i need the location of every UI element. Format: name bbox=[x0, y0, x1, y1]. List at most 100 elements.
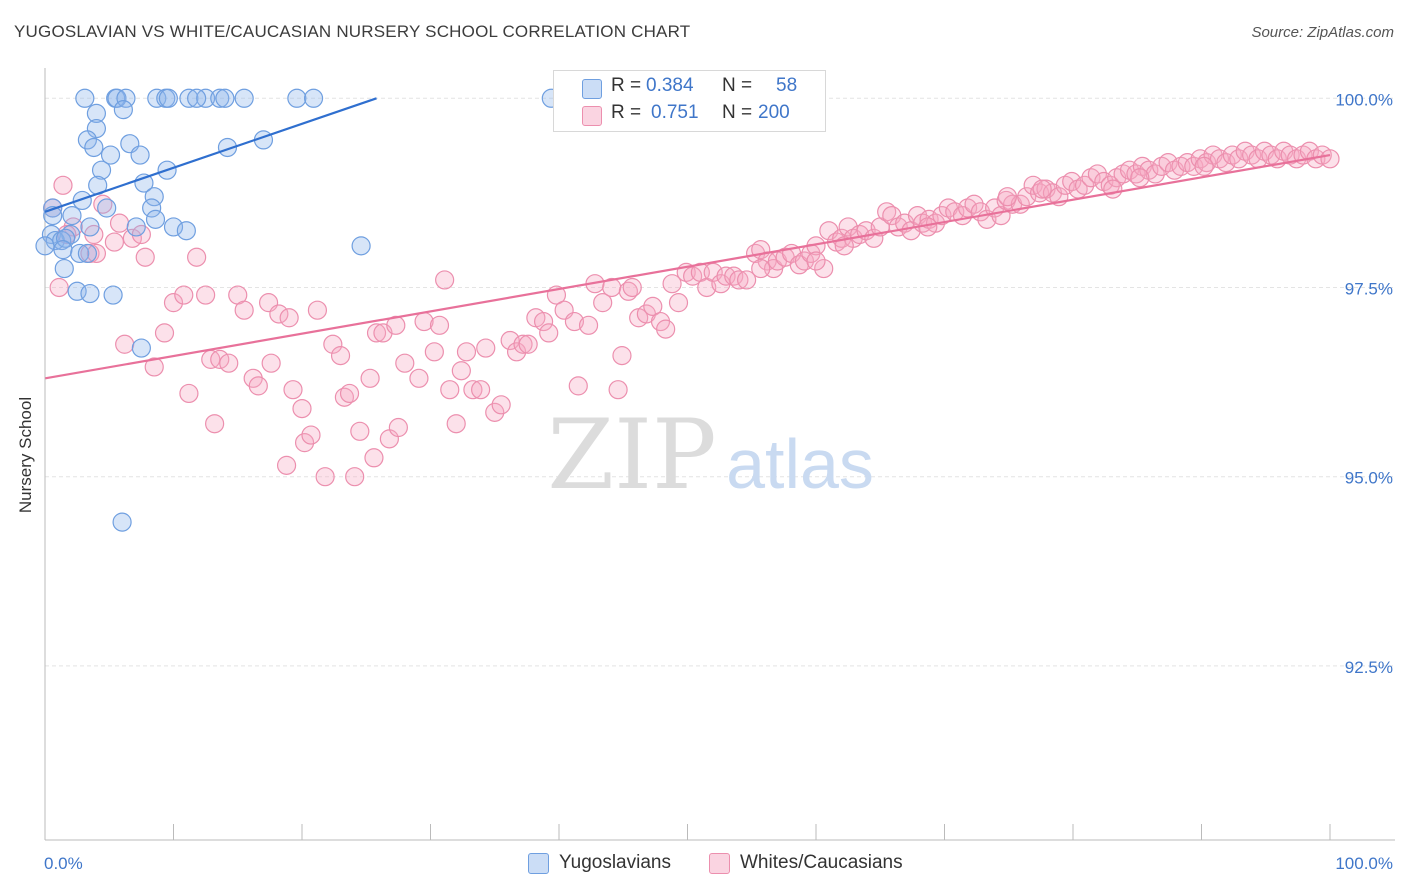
y-tick-label: 95.0% bbox=[1345, 469, 1393, 488]
data-point bbox=[163, 293, 184, 313]
data-point bbox=[668, 293, 689, 313]
data-point bbox=[53, 175, 73, 195]
data-point bbox=[794, 251, 815, 271]
data-point bbox=[174, 285, 194, 305]
legend-swatch-blue bbox=[528, 853, 549, 874]
y-tick-label: 92.5% bbox=[1345, 658, 1393, 677]
data-point bbox=[513, 334, 533, 354]
data-point bbox=[142, 198, 162, 218]
data-point bbox=[1216, 153, 1236, 173]
data-point bbox=[93, 194, 113, 214]
data-point bbox=[210, 88, 230, 108]
x-tick-label: 100.0% bbox=[1335, 854, 1393, 873]
data-point bbox=[234, 300, 254, 320]
data-point bbox=[84, 137, 104, 158]
data-point bbox=[716, 266, 736, 286]
data-point bbox=[144, 357, 164, 377]
data-point bbox=[163, 217, 184, 237]
data-point bbox=[145, 209, 166, 229]
data-point bbox=[612, 346, 632, 366]
r-value: 0.751 bbox=[651, 102, 699, 123]
stats-row-whites: R = 0.751 N = 200 bbox=[554, 102, 825, 128]
data-point bbox=[491, 395, 511, 415]
data-point bbox=[215, 88, 235, 108]
data-point bbox=[303, 88, 324, 108]
data-point bbox=[518, 334, 538, 354]
series-whites-points bbox=[43, 141, 1340, 487]
data-point bbox=[176, 221, 196, 241]
data-point bbox=[451, 361, 471, 381]
data-point bbox=[1032, 179, 1052, 199]
data-point bbox=[345, 467, 365, 487]
data-point bbox=[564, 311, 585, 332]
trend-lines bbox=[44, 97, 1331, 380]
data-point bbox=[1074, 175, 1095, 195]
data-point bbox=[364, 448, 384, 468]
data-point bbox=[219, 353, 239, 373]
data-point bbox=[279, 308, 299, 328]
data-point bbox=[1194, 156, 1214, 176]
data-point bbox=[334, 387, 355, 407]
r-value: 0.384 bbox=[646, 75, 694, 96]
data-point bbox=[283, 380, 303, 400]
data-point bbox=[80, 217, 100, 237]
data-point bbox=[62, 205, 82, 226]
axes bbox=[44, 68, 1395, 841]
data-point bbox=[330, 346, 351, 366]
data-point bbox=[814, 258, 834, 279]
data-point bbox=[54, 258, 74, 279]
data-point bbox=[179, 88, 199, 108]
data-point bbox=[294, 433, 315, 453]
data-point bbox=[205, 414, 225, 434]
data-point bbox=[932, 205, 952, 226]
data-point bbox=[806, 251, 826, 271]
watermark-zip: ZIP bbox=[547, 399, 716, 511]
data-point bbox=[248, 376, 268, 396]
r-label: R = bbox=[611, 102, 642, 123]
data-point bbox=[179, 383, 199, 404]
data-point bbox=[366, 323, 387, 343]
data-point bbox=[1145, 164, 1165, 184]
data-point bbox=[1087, 164, 1108, 184]
data-point bbox=[568, 376, 588, 396]
data-point bbox=[729, 270, 749, 290]
data-point bbox=[75, 88, 95, 108]
data-point bbox=[500, 330, 520, 351]
data-point bbox=[131, 338, 151, 358]
data-point bbox=[429, 315, 450, 335]
legend-label: Whites/Caucasians bbox=[740, 852, 903, 873]
data-point bbox=[622, 277, 642, 298]
data-point bbox=[261, 353, 281, 373]
watermark-atlas: atlas bbox=[726, 425, 874, 503]
legend-label: Yugoslavians bbox=[559, 852, 671, 873]
data-point bbox=[49, 277, 69, 298]
data-point bbox=[187, 247, 207, 267]
data-point bbox=[997, 187, 1018, 207]
x-tick-label: 0.0% bbox=[44, 854, 83, 873]
data-point bbox=[1103, 179, 1123, 199]
data-point bbox=[618, 281, 638, 301]
data-point bbox=[608, 380, 628, 400]
data-point bbox=[964, 194, 984, 214]
chart-title: YUGOSLAVIAN VS WHITE/CAUCASIAN NURSERY S… bbox=[14, 22, 691, 41]
data-point bbox=[1062, 171, 1082, 192]
data-point bbox=[578, 315, 599, 335]
r-label: R = bbox=[611, 75, 642, 96]
data-point bbox=[838, 217, 858, 237]
data-point bbox=[97, 198, 117, 218]
data-point bbox=[877, 202, 897, 222]
data-point bbox=[471, 380, 491, 400]
data-point bbox=[351, 236, 371, 256]
data-point bbox=[77, 243, 98, 264]
data-point bbox=[100, 145, 121, 165]
y-tick-label: 100.0% bbox=[1335, 90, 1393, 109]
data-point bbox=[751, 258, 771, 279]
data-point bbox=[77, 130, 98, 150]
legend-swatch-pink bbox=[709, 853, 730, 874]
data-point bbox=[1017, 187, 1037, 207]
data-point bbox=[80, 283, 100, 304]
data-point bbox=[323, 334, 343, 354]
data-point bbox=[737, 270, 757, 290]
data-point bbox=[126, 217, 146, 237]
